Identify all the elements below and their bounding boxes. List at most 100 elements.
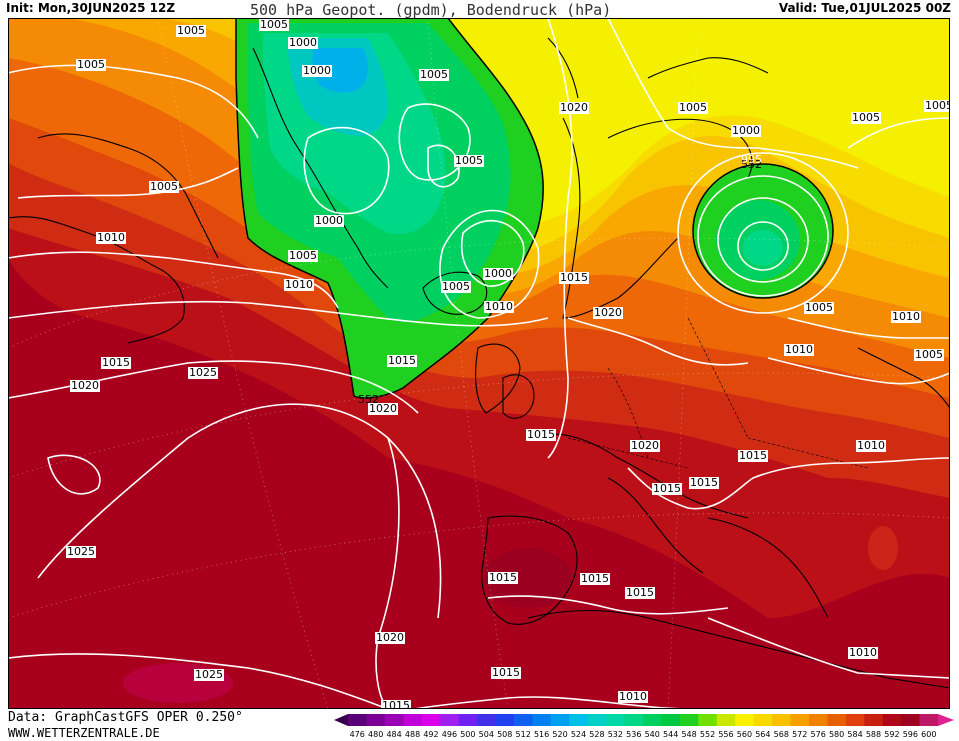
warm-mediterranean: [868, 526, 898, 570]
isobar-label: 1020: [631, 439, 659, 452]
colorbar-swatch: [384, 714, 404, 726]
isobar-label: 1010: [285, 278, 313, 291]
colorbar-swatch: [550, 714, 570, 726]
isobar-label: 1010: [785, 343, 813, 356]
geopot-label-552-a: 552: [358, 393, 379, 406]
colorbar-swatch: [679, 714, 699, 726]
isobar-label: 1025: [67, 545, 95, 558]
isobars-baltic-low: [677, 152, 849, 314]
colorbar-arrow-low: [334, 714, 348, 726]
isobar-label: 1010: [619, 690, 647, 703]
low-baltic-540: [743, 230, 783, 266]
isobar-label: 1015: [388, 354, 416, 367]
init-time: Init: Mon,30JUN2025 12Z: [6, 1, 176, 15]
color-legend: 476 480 484 488 492 496 500 504 508 512 516 520 524 5…: [334, 714, 954, 738]
isobar-label: 1020: [594, 306, 622, 319]
colorbar-tick-label: 596: [903, 730, 918, 738]
isobar-label: 1025: [189, 366, 217, 379]
isobar-label: 1000: [732, 124, 760, 137]
colorbar-swatch: [901, 714, 921, 726]
isobar-label: 1005: [852, 111, 880, 124]
isobar-label: 1005: [455, 154, 483, 167]
isobar-label: 1010: [892, 310, 920, 323]
colorbar-tick-label: 568: [774, 730, 789, 738]
colorbar-tick-label: 580: [829, 730, 844, 738]
isobar-label: 1005: [915, 348, 943, 361]
map-frame: [8, 18, 950, 709]
isobar-label: 1015: [489, 571, 517, 584]
isobar-label: 1020: [369, 402, 397, 415]
isobar-label: 1010: [485, 300, 513, 313]
isobar-label: 1015: [560, 271, 588, 284]
colorbar-tick-label: 532: [608, 730, 623, 738]
colorbar-swatch: [587, 714, 607, 726]
colorbar-tick-label: 484: [386, 730, 401, 738]
colorbar-tick-label: 544: [663, 730, 678, 738]
trough-greenland-532: [312, 48, 368, 93]
colorbar-tick-label: 516: [534, 730, 549, 738]
coastlines: [8, 37, 950, 689]
colorbar-tick-label: 508: [497, 730, 512, 738]
colorbar-tick-label: 600: [921, 730, 936, 738]
colorbar-swatch: [919, 714, 939, 726]
colorbar-swatch: [513, 714, 533, 726]
colorbar-tick-label: 524: [571, 730, 586, 738]
isobar-label: 1010: [849, 646, 877, 659]
isobar-label: 1005: [420, 68, 448, 81]
isobar-label: 1005: [77, 58, 105, 71]
isobar-label: 1000: [484, 267, 512, 280]
colorbar-tick-label: 488: [405, 730, 420, 738]
colorbar-swatch: [753, 714, 773, 726]
isobar-label: 1005: [925, 99, 950, 112]
colorbar-swatch: [624, 714, 644, 726]
colorbar-tick-label: 512: [516, 730, 531, 738]
colorbar-tick-label: 480: [368, 730, 383, 738]
isobar-label: 1005: [260, 18, 288, 31]
borders: [567, 317, 869, 469]
colorbar-swatch: [790, 714, 810, 726]
colorbar-arrow-high: [938, 714, 954, 726]
graticule: [8, 18, 950, 709]
colorbar-swatch: [808, 714, 828, 726]
isobar-label: 1015: [102, 356, 130, 369]
colorbar-tick-label: 504: [479, 730, 494, 738]
colorbar-swatch: [864, 714, 884, 726]
colorbar-swatch: [661, 714, 681, 726]
isobar-label: 995: [741, 153, 762, 166]
isobar-label: 1025: [195, 668, 223, 681]
colorbar-swatch: [366, 714, 386, 726]
colorbar-swatch: [606, 714, 626, 726]
isobar-label: 1000: [303, 64, 331, 77]
colorbar-tick-label: 496: [442, 730, 457, 738]
colorbar-swatch: [348, 714, 367, 726]
colorbar-swatch: [882, 714, 902, 726]
isobar-label: 1020: [560, 101, 588, 114]
colorbar-swatch: [827, 714, 847, 726]
isobar-label: 1000: [315, 214, 343, 227]
colorbar-swatch: [458, 714, 478, 726]
isobar-label: 1005: [442, 280, 470, 293]
map-title: 500 hPa Geopot. (gpdm), Bodendruck (hPa): [250, 1, 612, 19]
colorbar-tick-label: 576: [811, 730, 826, 738]
isobar-label: 1015: [653, 482, 681, 495]
data-source: Data: GraphCastGFS OPER 0.250°: [8, 710, 243, 725]
isobar-label: 1005: [679, 101, 707, 114]
isobar-label: 1015: [626, 586, 654, 599]
colorbar-swatch: [532, 714, 552, 726]
isobar-label: 1005: [177, 24, 205, 37]
isobar-label-group: 1005 1005 1000 1000 1005 1005 1005 1005 …: [66, 18, 950, 709]
colorbar-swatch: [772, 714, 791, 726]
valid-time: Valid: Tue,01JUL2025 00Z: [778, 1, 951, 15]
colorbar-tick-label: 540: [645, 730, 660, 738]
geopot-label-552-b: 552: [741, 158, 762, 171]
weather-map: 552 552 1005 1005 1000 1000 1005 1005 10…: [8, 18, 950, 709]
colorbar-tick-label: 492: [423, 730, 438, 738]
colorbar-tick-label: 564: [755, 730, 770, 738]
colorbar-swatch: [495, 714, 515, 726]
isobar-label: 1005: [150, 180, 178, 193]
colorbar-swatch: [440, 714, 460, 726]
colorbar-tick-label: 528: [589, 730, 604, 738]
colorbar-tick-label: 476: [350, 730, 365, 738]
colorbar-tick-label: 500: [460, 730, 475, 738]
colorbar-tick-label: 572: [792, 730, 807, 738]
